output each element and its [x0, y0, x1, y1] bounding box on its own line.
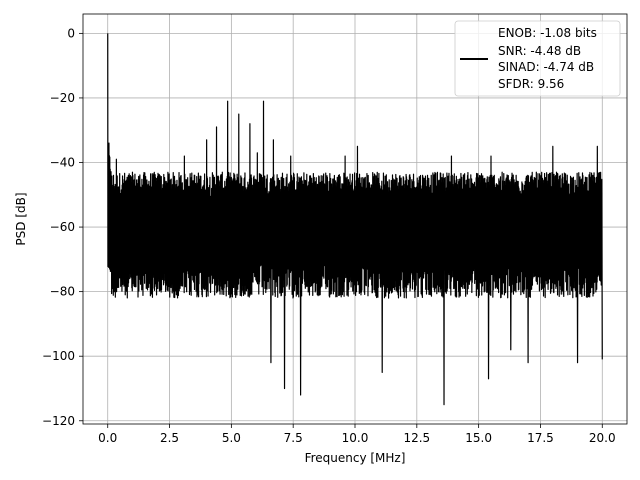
legend: ENOB: -1.08 bits SNR: -4.48 dB SINAD: -4…: [454, 20, 621, 97]
x-axis-label: Frequency [MHz]: [305, 451, 406, 465]
y-axis-ticks: 0 −20 −40 −60 −80 −100 −120: [42, 26, 83, 428]
x-tick-label: 7.5: [284, 431, 303, 445]
y-tick-label: 0: [67, 26, 75, 40]
legend-box: [454, 20, 621, 97]
y-tick-label: −60: [50, 220, 75, 234]
y-tick-label: −80: [50, 285, 75, 299]
y-tick-label: −100: [42, 349, 75, 363]
x-tick-label: 0.0: [98, 431, 117, 445]
x-tick-label: 5.0: [222, 431, 241, 445]
y-tick-label: −20: [50, 91, 75, 105]
x-axis-ticks: 0.0 2.5 5.0 7.5 10.0 12.5 15.0 17.5 20.0: [98, 424, 616, 445]
x-tick-label: 2.5: [160, 431, 179, 445]
y-tick-label: −120: [42, 414, 75, 428]
x-tick-label: 15.0: [465, 431, 492, 445]
legend-entry-line-3: SINAD: -4.74 dB: [498, 60, 594, 74]
x-tick-label: 12.5: [403, 431, 430, 445]
y-tick-label: −40: [50, 156, 75, 170]
psd-trace: [107, 33, 603, 406]
x-tick-label: 20.0: [589, 431, 616, 445]
legend-entry-line-1: ENOB: -1.08 bits: [498, 26, 597, 40]
legend-entry-line-2: SNR: -4.48 dB: [498, 44, 581, 58]
legend-entry-line-4: SFDR: 9.56: [498, 77, 564, 91]
x-tick-label: 17.5: [527, 431, 554, 445]
y-axis-label: PSD [dB]: [14, 192, 28, 245]
x-tick-label: 10.0: [342, 431, 369, 445]
